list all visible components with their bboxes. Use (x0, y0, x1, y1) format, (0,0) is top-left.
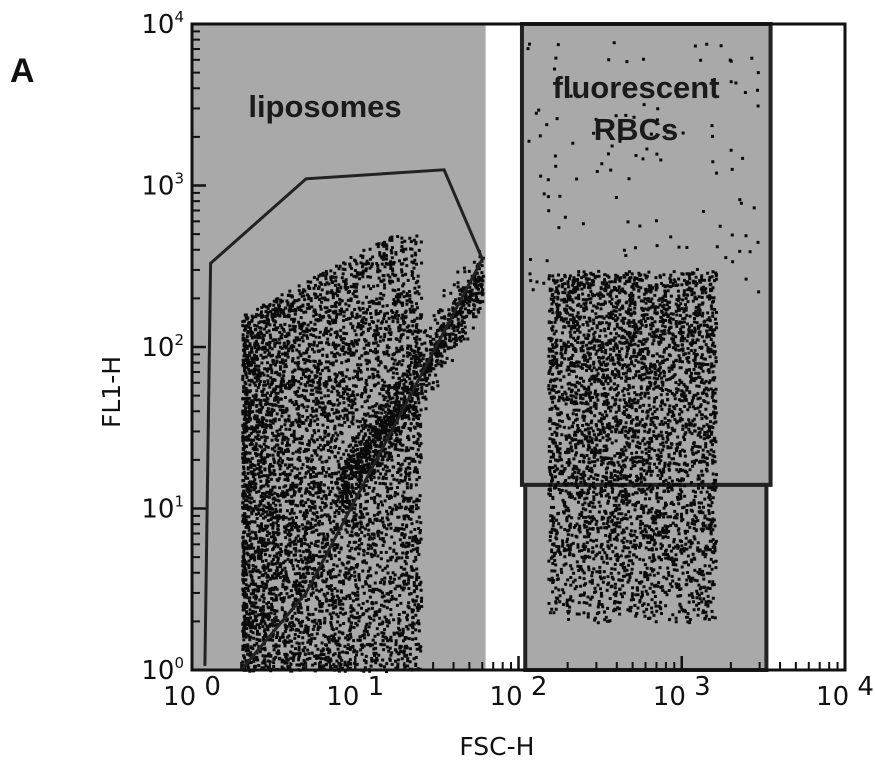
y-tick-label: 103 (141, 170, 184, 202)
x-axis-title: FSC-H (459, 732, 534, 761)
tick-layer (190, 22, 847, 672)
y-tick-label: 104 (141, 8, 184, 40)
rbc-label-line2: RBCs (594, 112, 678, 147)
scatter-dots-layer (241, 41, 761, 673)
panel-label: A (10, 52, 35, 90)
rbc-dots (526, 41, 761, 625)
rbc-label-line1: fluorescent (552, 70, 719, 105)
x-tick-label: 10 3 (653, 672, 711, 712)
x-tick-label: 10 0 (163, 672, 221, 712)
x-tick-label: 10 1 (326, 672, 384, 712)
label-layer: 10 0 10 1 10 2 10 3 10 4 100 101 102 103 104 FSC-H… (97, 8, 874, 761)
y-axis-title: FL1-H (97, 356, 126, 428)
liposome-dots (241, 234, 485, 673)
x-tick-label: 10 4 (816, 672, 874, 712)
liposomes-label: liposomes (248, 89, 401, 124)
y-tick-label: 100 (141, 654, 184, 686)
gate-layer (203, 168, 484, 671)
x-tick-label: 10 2 (490, 672, 548, 712)
y-tick-label: 102 (141, 331, 184, 363)
y-tick-label: 101 (141, 493, 184, 525)
liposome-gate (203, 168, 484, 671)
